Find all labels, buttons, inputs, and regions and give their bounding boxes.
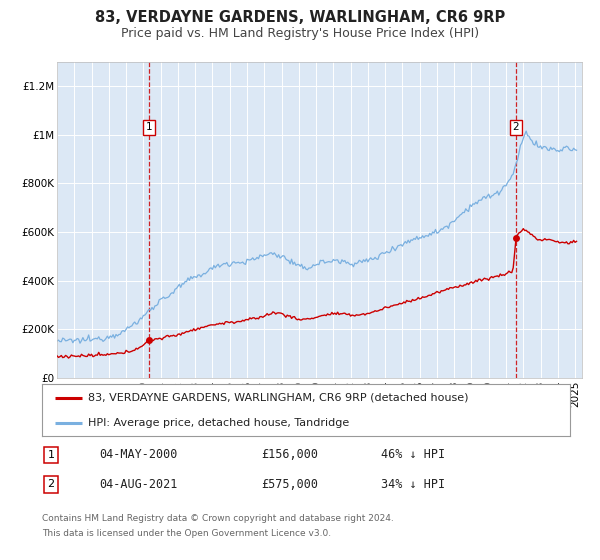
Text: 2: 2 <box>47 479 55 489</box>
Text: HPI: Average price, detached house, Tandridge: HPI: Average price, detached house, Tand… <box>88 418 350 428</box>
Text: Price paid vs. HM Land Registry's House Price Index (HPI): Price paid vs. HM Land Registry's House … <box>121 27 479 40</box>
Text: Contains HM Land Registry data © Crown copyright and database right 2024.: Contains HM Land Registry data © Crown c… <box>42 514 394 523</box>
Text: 04-MAY-2000: 04-MAY-2000 <box>99 448 178 461</box>
Text: 04-AUG-2021: 04-AUG-2021 <box>99 478 178 491</box>
Text: £156,000: £156,000 <box>261 448 318 461</box>
Text: £575,000: £575,000 <box>261 478 318 491</box>
Text: 46% ↓ HPI: 46% ↓ HPI <box>381 448 445 461</box>
Text: 83, VERDAYNE GARDENS, WARLINGHAM, CR6 9RP (detached house): 83, VERDAYNE GARDENS, WARLINGHAM, CR6 9R… <box>88 393 469 403</box>
Text: 1: 1 <box>146 122 152 132</box>
Text: 83, VERDAYNE GARDENS, WARLINGHAM, CR6 9RP: 83, VERDAYNE GARDENS, WARLINGHAM, CR6 9R… <box>95 10 505 25</box>
Text: This data is licensed under the Open Government Licence v3.0.: This data is licensed under the Open Gov… <box>42 529 331 538</box>
Text: 1: 1 <box>47 450 55 460</box>
Text: 34% ↓ HPI: 34% ↓ HPI <box>381 478 445 491</box>
Text: 2: 2 <box>513 122 520 132</box>
